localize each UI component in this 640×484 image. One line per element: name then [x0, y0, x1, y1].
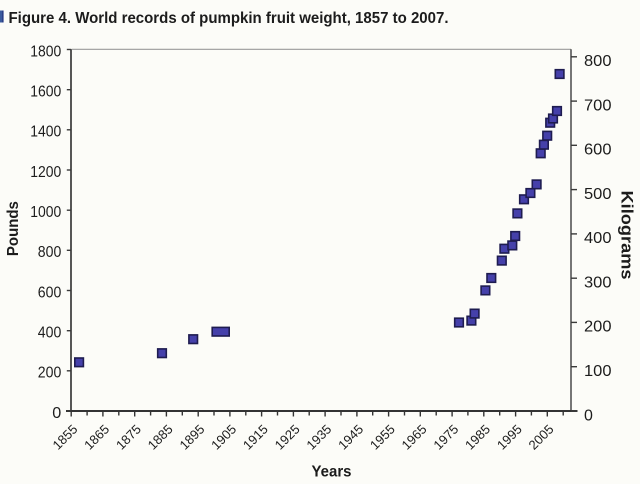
svg-text:200: 200	[584, 319, 612, 336]
svg-text:Pounds: Pounds	[5, 201, 22, 256]
svg-text:200: 200	[38, 365, 62, 382]
svg-text:1200: 1200	[30, 164, 61, 181]
svg-text:1800: 1800	[30, 43, 61, 60]
svg-text:800: 800	[584, 53, 612, 70]
svg-text:400: 400	[584, 230, 612, 247]
svg-text:Years: Years	[312, 463, 352, 480]
svg-text:0: 0	[52, 405, 61, 422]
svg-text:600: 600	[584, 142, 612, 159]
svg-text:700: 700	[584, 97, 612, 114]
svg-text:300: 300	[584, 275, 612, 292]
svg-text:600: 600	[38, 284, 62, 301]
svg-text:100: 100	[584, 363, 612, 380]
svg-text:Kilograms: Kilograms	[618, 191, 636, 280]
svg-text:1400: 1400	[30, 124, 61, 141]
svg-text:500: 500	[584, 186, 612, 203]
svg-text:400: 400	[38, 325, 62, 342]
svg-text:1000: 1000	[30, 204, 61, 221]
svg-text:0: 0	[584, 407, 593, 424]
svg-text:Figure 4. World records of pum: Figure 4. World records of pumpkin fruit…	[9, 10, 449, 27]
svg-text:800: 800	[38, 244, 62, 261]
svg-text:1600: 1600	[30, 84, 61, 101]
